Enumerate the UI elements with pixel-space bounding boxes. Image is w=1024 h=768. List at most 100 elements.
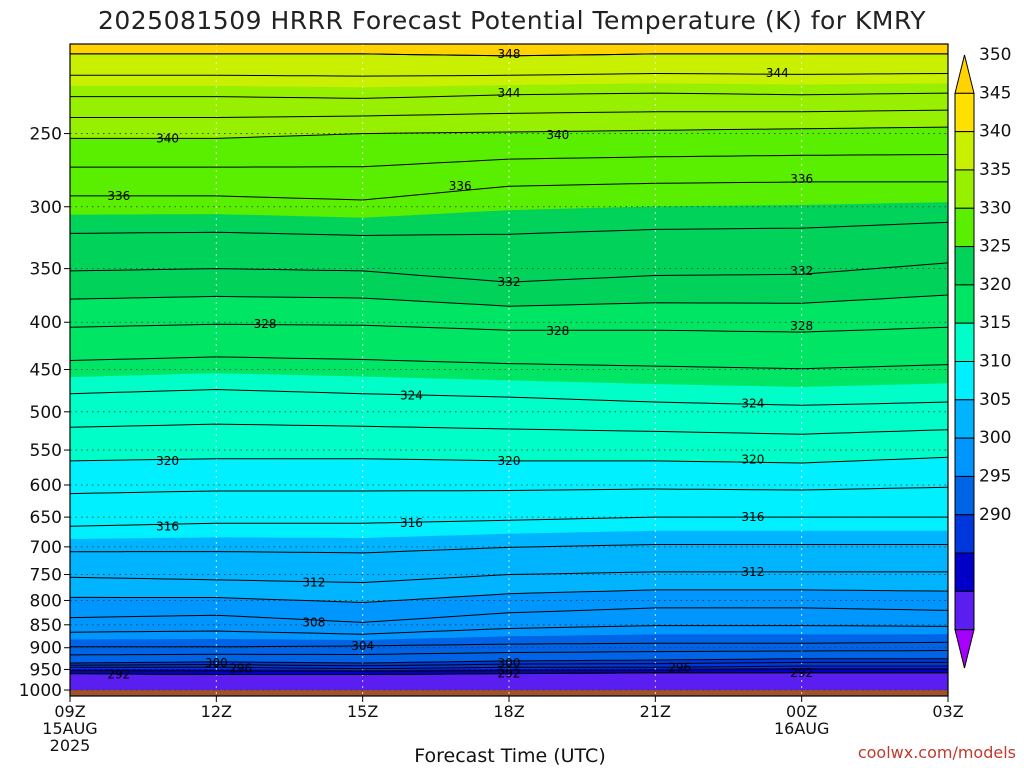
- isentrope-306: [69, 625, 949, 635]
- colorbar-band-8: [954, 361, 975, 401]
- isentrope-336: [70, 181, 948, 201]
- isentrope-316: [69, 516, 948, 527]
- x-tick-label-6-0: 15Z: [347, 702, 378, 721]
- isentrope-318: [69, 486, 949, 495]
- contour-label-328: 328: [254, 317, 277, 331]
- contour-label-308: 308: [302, 615, 325, 629]
- contour-label-320: 320: [156, 454, 179, 468]
- contour-label-304: 304: [351, 639, 374, 653]
- contour-label-328: 328: [546, 324, 569, 338]
- colorbar-band-14: [954, 590, 975, 631]
- contour-label-316: 316: [400, 516, 423, 530]
- colorbar-band-11: [954, 475, 975, 516]
- colorbar-label-295: 295: [979, 466, 1011, 486]
- isentrope-322: [69, 423, 949, 435]
- chart-title: 2025081509 HRRR Forecast Potential Tempe…: [98, 6, 926, 35]
- contour-label-300: 300: [498, 656, 521, 670]
- isentrope-302: [69, 650, 949, 656]
- contour-label-292: 292: [790, 666, 813, 680]
- contour-label-320: 320: [498, 454, 521, 468]
- isentrope-304: [70, 641, 949, 648]
- contour-label-312: 312: [741, 565, 764, 579]
- isentrope-312: [69, 571, 948, 584]
- colorbar-label-335: 335: [979, 160, 1011, 180]
- colorbar-label-325: 325: [979, 237, 1011, 257]
- y-tick-label-650: 650: [30, 508, 62, 528]
- x-tick-label-0-0: 09Z: [54, 702, 85, 721]
- x-tick-label-18-0: 03Z: [932, 702, 963, 721]
- contour-label-324: 324: [400, 388, 423, 402]
- isentrope-344: [70, 92, 949, 99]
- credit-text: coolwx.com/models: [858, 743, 1016, 762]
- contour-label-316: 316: [741, 510, 764, 524]
- contour-label-328: 328: [790, 319, 813, 333]
- x-axis-label: Forecast Time (UTC): [414, 745, 605, 767]
- y-axis: 250 300 350 400 450 500 550 600 650 700 750 800 850 9…: [19, 125, 70, 701]
- y-tick-label-900: 900: [30, 639, 62, 659]
- y-tick-label-750: 750: [30, 566, 62, 586]
- isentrope-324: [69, 388, 949, 406]
- contour-label-340: 340: [546, 128, 569, 142]
- contour-label-292: 292: [498, 667, 521, 681]
- colorbar-band-5: [954, 246, 975, 286]
- colorbar-band-10: [954, 437, 975, 477]
- colorbar-band-1: [954, 92, 975, 133]
- y-tick-label-250: 250: [30, 125, 62, 145]
- colorbar-band-7: [954, 322, 975, 362]
- colorbar-band-12: [954, 514, 975, 554]
- isentrope-contours: [69, 53, 949, 675]
- colorbar-band-2: [954, 131, 975, 171]
- isentrope-340: [70, 126, 949, 139]
- colorbar-label-340: 340: [979, 122, 1011, 142]
- y-tick-label-850: 850: [30, 616, 62, 636]
- isentrope-338: [70, 154, 949, 168]
- y-tick-label-350: 350: [30, 260, 62, 280]
- colorbar-label-315: 315: [979, 313, 1011, 333]
- y-tick-label-700: 700: [30, 538, 62, 558]
- colorbar-label-330: 330: [979, 198, 1011, 218]
- isentrope-290: [69, 672, 948, 675]
- isentrope-314: [70, 544, 948, 554]
- colorbar-label-300: 300: [979, 428, 1011, 448]
- colorbar: 290 295 300 305 310 315 320 325 330 335 340 345 350: [954, 45, 1011, 669]
- colorbar-label-310: 310: [979, 352, 1011, 372]
- x-tick-label-15-0: 00Z: [786, 702, 817, 721]
- colorbar-label-290: 290: [979, 505, 1011, 525]
- colorbar-band-4: [954, 207, 975, 248]
- colorbar-band-13: [954, 552, 975, 592]
- isentrope-342: [70, 109, 949, 118]
- colorbar-arrow-top: [954, 54, 975, 94]
- colorbar-label-305: 305: [979, 390, 1011, 410]
- isentrope-300: [69, 658, 948, 664]
- y-tick-label-950: 950: [30, 660, 62, 680]
- y-tick-label-550: 550: [30, 441, 62, 461]
- x-tick-label-0-1: 15AUG: [42, 719, 97, 738]
- grid-lines: [70, 44, 948, 696]
- isentrope-332: [69, 262, 949, 283]
- contour-label-336: 336: [449, 179, 472, 193]
- contour-label-336: 336: [790, 172, 813, 186]
- contour-label-300: 300: [205, 656, 228, 670]
- colorbar-label-320: 320: [979, 275, 1011, 295]
- isentrope-330: [69, 294, 949, 307]
- x-tick-label-12-0: 21Z: [640, 702, 671, 721]
- contour-label-344: 344: [766, 66, 789, 80]
- colorbar-band-3: [954, 169, 975, 209]
- colorbar-label-345: 345: [979, 83, 1011, 103]
- contour-label-340: 340: [156, 131, 179, 145]
- colorbar-band-6: [954, 284, 975, 324]
- contour-label-336: 336: [107, 189, 130, 203]
- contour-label-332: 332: [790, 264, 813, 278]
- contour-label-296: 296: [229, 662, 252, 676]
- x-tick-label-9-0: 18Z: [493, 702, 524, 721]
- isentrope-320: [69, 456, 949, 464]
- x-tick-label-15-1: 16AUG: [774, 719, 829, 738]
- y-tick-label-500: 500: [30, 403, 62, 423]
- isentrope-326: [69, 356, 949, 370]
- x-tick-label-0-2: 2025: [50, 736, 91, 755]
- y-tick-label-800: 800: [30, 591, 62, 611]
- colorbar-band-9: [954, 399, 975, 439]
- contour-label-332: 332: [498, 275, 521, 289]
- isentrope-296: [70, 665, 948, 670]
